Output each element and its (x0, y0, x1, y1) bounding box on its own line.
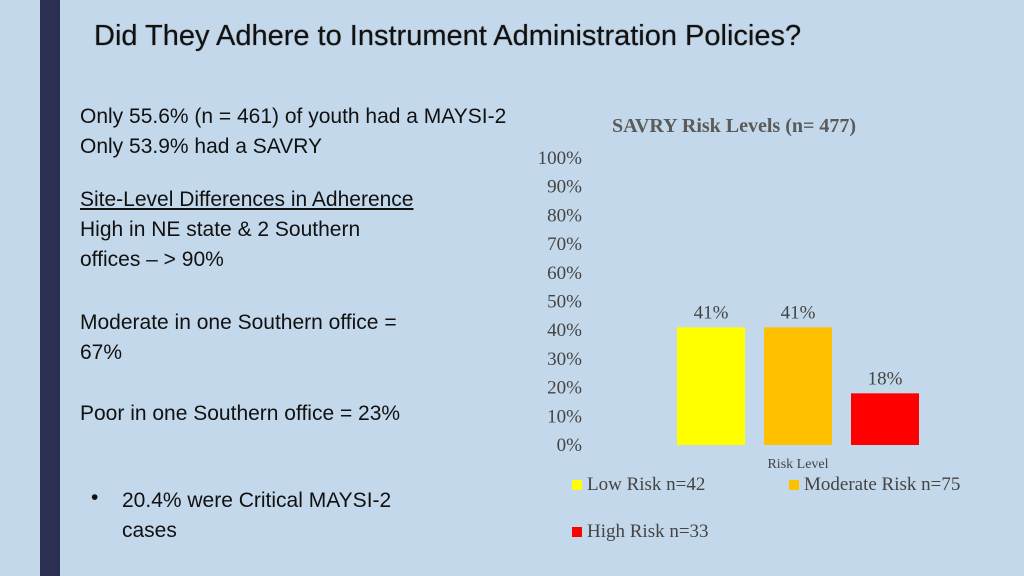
bar-2 (851, 393, 919, 445)
legend-label-moderate: Moderate Risk n=75 (804, 474, 961, 495)
bar-0 (677, 327, 745, 445)
critical-maysi-line2: cases (122, 519, 177, 542)
poor-adherence: Poor in one Southern office = 23% (80, 402, 401, 425)
legend-swatch-low (572, 480, 582, 490)
y-tick-label: 40% (547, 320, 582, 341)
legend-item-high: High Risk n=33 (572, 521, 709, 543)
data-label-2: 18% (868, 368, 903, 389)
legend-label-low: Low Risk n=42 (587, 474, 706, 495)
page-title: Did They Adhere to Instrument Administra… (94, 20, 802, 52)
data-label-1: 41% (781, 302, 816, 323)
y-tick-label: 70% (547, 234, 582, 255)
bar-1 (764, 327, 832, 445)
high-adherence-line2: offices – > 90% (80, 248, 224, 271)
legend-swatch-high (572, 527, 582, 537)
left-accent-bar (40, 0, 60, 576)
y-tick-label: 60% (547, 263, 582, 284)
y-tick-label: 30% (547, 349, 582, 370)
chart-title: SAVRY Risk Levels (n= 477) (612, 115, 857, 137)
data-label-0: 41% (694, 302, 729, 323)
y-tick-label: 100% (538, 148, 583, 169)
high-adherence-line1: High in NE state & 2 Southern (80, 218, 361, 241)
y-tick-label: 0% (557, 435, 583, 456)
maysi-stat: Only 55.6% (n = 461) of youth had a MAYS… (80, 105, 507, 128)
bullet-icon: • (91, 486, 99, 509)
legend-item-low: Low Risk n=42 (572, 474, 705, 496)
moderate-adherence-line1: Moderate in one Southern office = (80, 311, 397, 334)
moderate-adherence-line2: 67% (80, 341, 123, 364)
y-tick-label: 80% (547, 205, 582, 226)
bar-chart: 0% 10% 20% 30% 40% 50% 60% 70% 80% 90% 100% 41% 41% 1… (538, 148, 919, 472)
legend-swatch-moderate (789, 480, 799, 490)
y-tick-label: 20% (547, 378, 582, 399)
site-level-heading: Site-Level Differences in Adherence (80, 188, 414, 211)
critical-maysi-line1: 20.4% were Critical MAYSI-2 (122, 489, 392, 512)
legend-item-moderate: Moderate Risk n=75 (789, 474, 960, 496)
y-tick-label: 90% (547, 177, 582, 198)
y-tick-label: 50% (547, 292, 582, 313)
savry-stat: Only 53.9% had a SAVRY (80, 135, 323, 158)
y-tick-label: 10% (547, 406, 582, 427)
legend-label-high: High Risk n=33 (587, 521, 709, 542)
x-axis-label: Risk Level (767, 457, 828, 472)
